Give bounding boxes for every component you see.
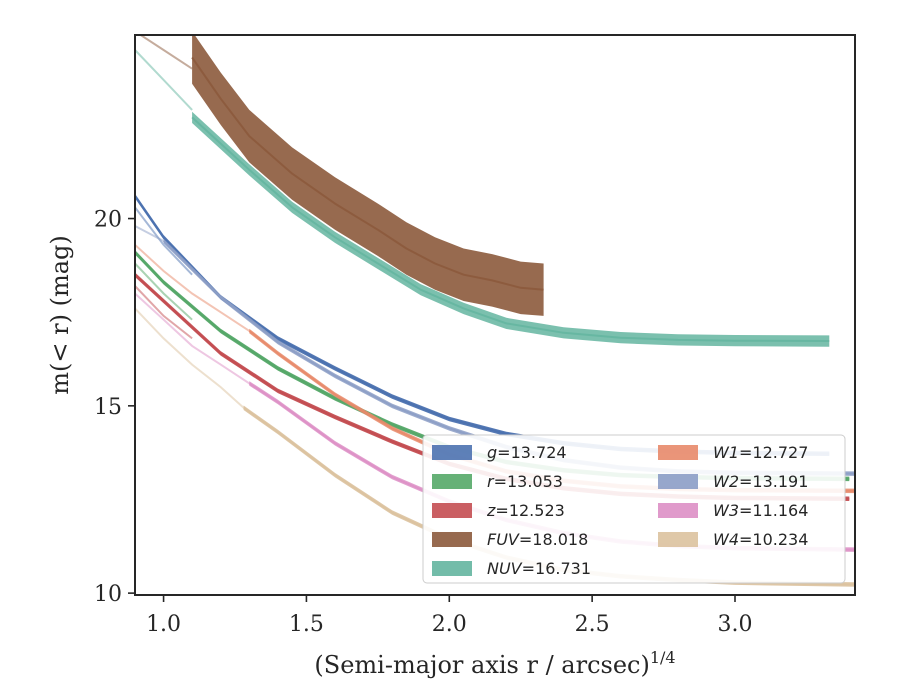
legend-swatch-4 bbox=[432, 561, 472, 576]
x-axis-title: (Semi-major axis r / arcsec)1/4 bbox=[314, 648, 675, 679]
series-inner-extension-6 bbox=[135, 225, 165, 242]
series-inner-extension-4 bbox=[135, 49, 193, 111]
x-tick-label-4: 3.0 bbox=[718, 612, 753, 637]
legend-item-2: z=12.523 bbox=[432, 501, 565, 520]
legend-item-5: W1=12.727 bbox=[658, 443, 808, 462]
legend-swatch-3 bbox=[432, 532, 472, 547]
x-tick-label-3: 2.5 bbox=[575, 612, 610, 637]
series-inner-extension-5 bbox=[135, 244, 250, 332]
series-inner-extension-0 bbox=[135, 206, 193, 276]
legend-label-7: W3=11.164 bbox=[713, 501, 808, 520]
legend-swatch-7 bbox=[658, 503, 698, 518]
legend-item-4: NUV=16.731 bbox=[432, 559, 591, 578]
series-3 bbox=[191, 35, 544, 316]
series-inner-extension-3 bbox=[138, 35, 193, 70]
series-band-3 bbox=[192, 35, 544, 316]
legend-swatch-1 bbox=[432, 474, 472, 489]
legend-label-4: NUV=16.731 bbox=[487, 559, 591, 578]
x-tick-label-2: 2.0 bbox=[432, 612, 467, 637]
legend-swatch-0 bbox=[432, 445, 472, 460]
legend-item-6: W2=13.191 bbox=[658, 472, 808, 491]
legend-frame bbox=[422, 434, 846, 584]
y-tick-label-0: 10 bbox=[94, 582, 122, 607]
legend-label-5: W1=12.727 bbox=[713, 443, 808, 462]
legend-label-3: FUV=18.018 bbox=[487, 530, 588, 549]
series-band-4 bbox=[192, 111, 830, 347]
y-tick-label-2: 20 bbox=[94, 208, 122, 233]
series-line-4 bbox=[191, 116, 830, 342]
series-line-3 bbox=[191, 56, 544, 291]
series-inner-extension-1 bbox=[135, 262, 193, 321]
legend-item-0: g=13.724 bbox=[432, 443, 567, 462]
legend-item-8: W4=10.234 bbox=[658, 530, 808, 549]
legend-swatch-8 bbox=[658, 532, 698, 547]
legend-label-2: z=12.523 bbox=[486, 501, 565, 520]
ticks-layer: 1.0 1.5 2.0 2.5 3.0 10 15 20 bbox=[94, 208, 753, 637]
legend-swatch-5 bbox=[658, 445, 698, 460]
series-inner-extension-7 bbox=[135, 292, 250, 385]
x-tick-label-0: 1.0 bbox=[146, 612, 181, 637]
legend-label-6: W2=13.191 bbox=[713, 472, 808, 491]
y-tick-label-1: 15 bbox=[94, 395, 122, 420]
legend-swatch-6 bbox=[658, 474, 698, 489]
y-axis-title: m(< r) (mag) bbox=[46, 235, 74, 394]
series-inner-extension-8 bbox=[135, 307, 245, 409]
x-tick-label-1: 1.5 bbox=[289, 612, 324, 637]
legend-label-0: g=13.724 bbox=[487, 443, 567, 462]
legend-item-7: W3=11.164 bbox=[658, 501, 808, 520]
legend-item-1: r=13.053 bbox=[432, 472, 563, 491]
legend: g=13.724 r=13.053 z=12.523 FUV=18.018 NUV=16… bbox=[422, 434, 846, 584]
legend-swatch-2 bbox=[432, 503, 472, 518]
series-4 bbox=[191, 111, 830, 347]
legend-item-3: FUV=18.018 bbox=[432, 530, 588, 549]
legend-label-1: r=13.053 bbox=[487, 472, 563, 491]
legend-label-8: W4=10.234 bbox=[713, 530, 808, 549]
series-inner-extension-2 bbox=[135, 285, 193, 340]
plot-frame bbox=[134, 34, 856, 596]
